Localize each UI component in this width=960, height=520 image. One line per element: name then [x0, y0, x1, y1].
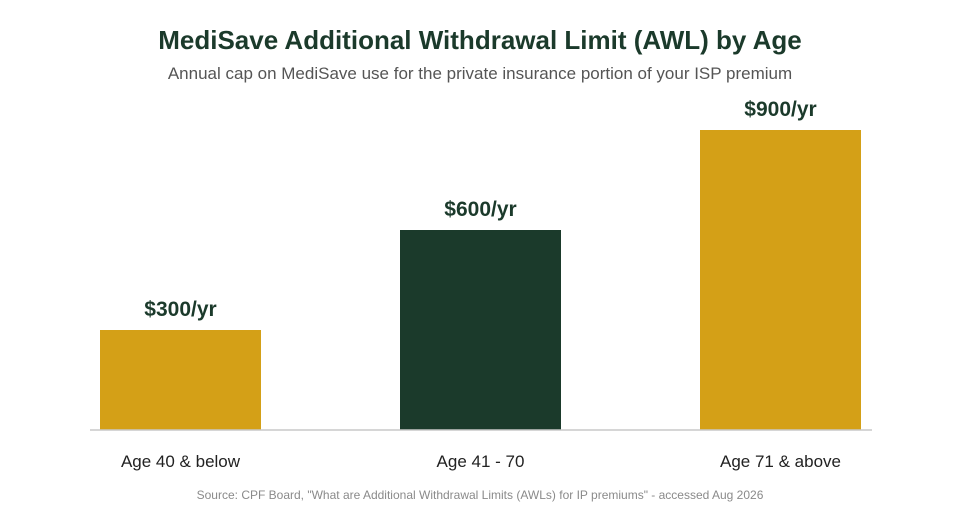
bar-1	[100, 330, 261, 430]
chart-subtitle: Annual cap on MediSave use for the priva…	[168, 64, 792, 83]
bars-group: $300/yr Age 40 & below $600/yr Age 41 - 70 $…	[100, 98, 861, 471]
bar-value-label-3: $900/yr	[744, 98, 816, 121]
bar-value-label-1: $300/yr	[144, 298, 216, 321]
source-note: Source: CPF Board, "What are Additional …	[197, 488, 764, 502]
chart-title: MediSave Additional Withdrawal Limit (AW…	[158, 25, 802, 55]
bar-2	[400, 230, 561, 430]
x-tick-label-1: Age 40 & below	[121, 452, 241, 471]
x-tick-label-3: Age 71 & above	[720, 452, 841, 471]
bar-3	[700, 130, 861, 430]
x-tick-label-2: Age 41 - 70	[437, 452, 525, 471]
bar-value-label-2: $600/yr	[444, 198, 516, 221]
